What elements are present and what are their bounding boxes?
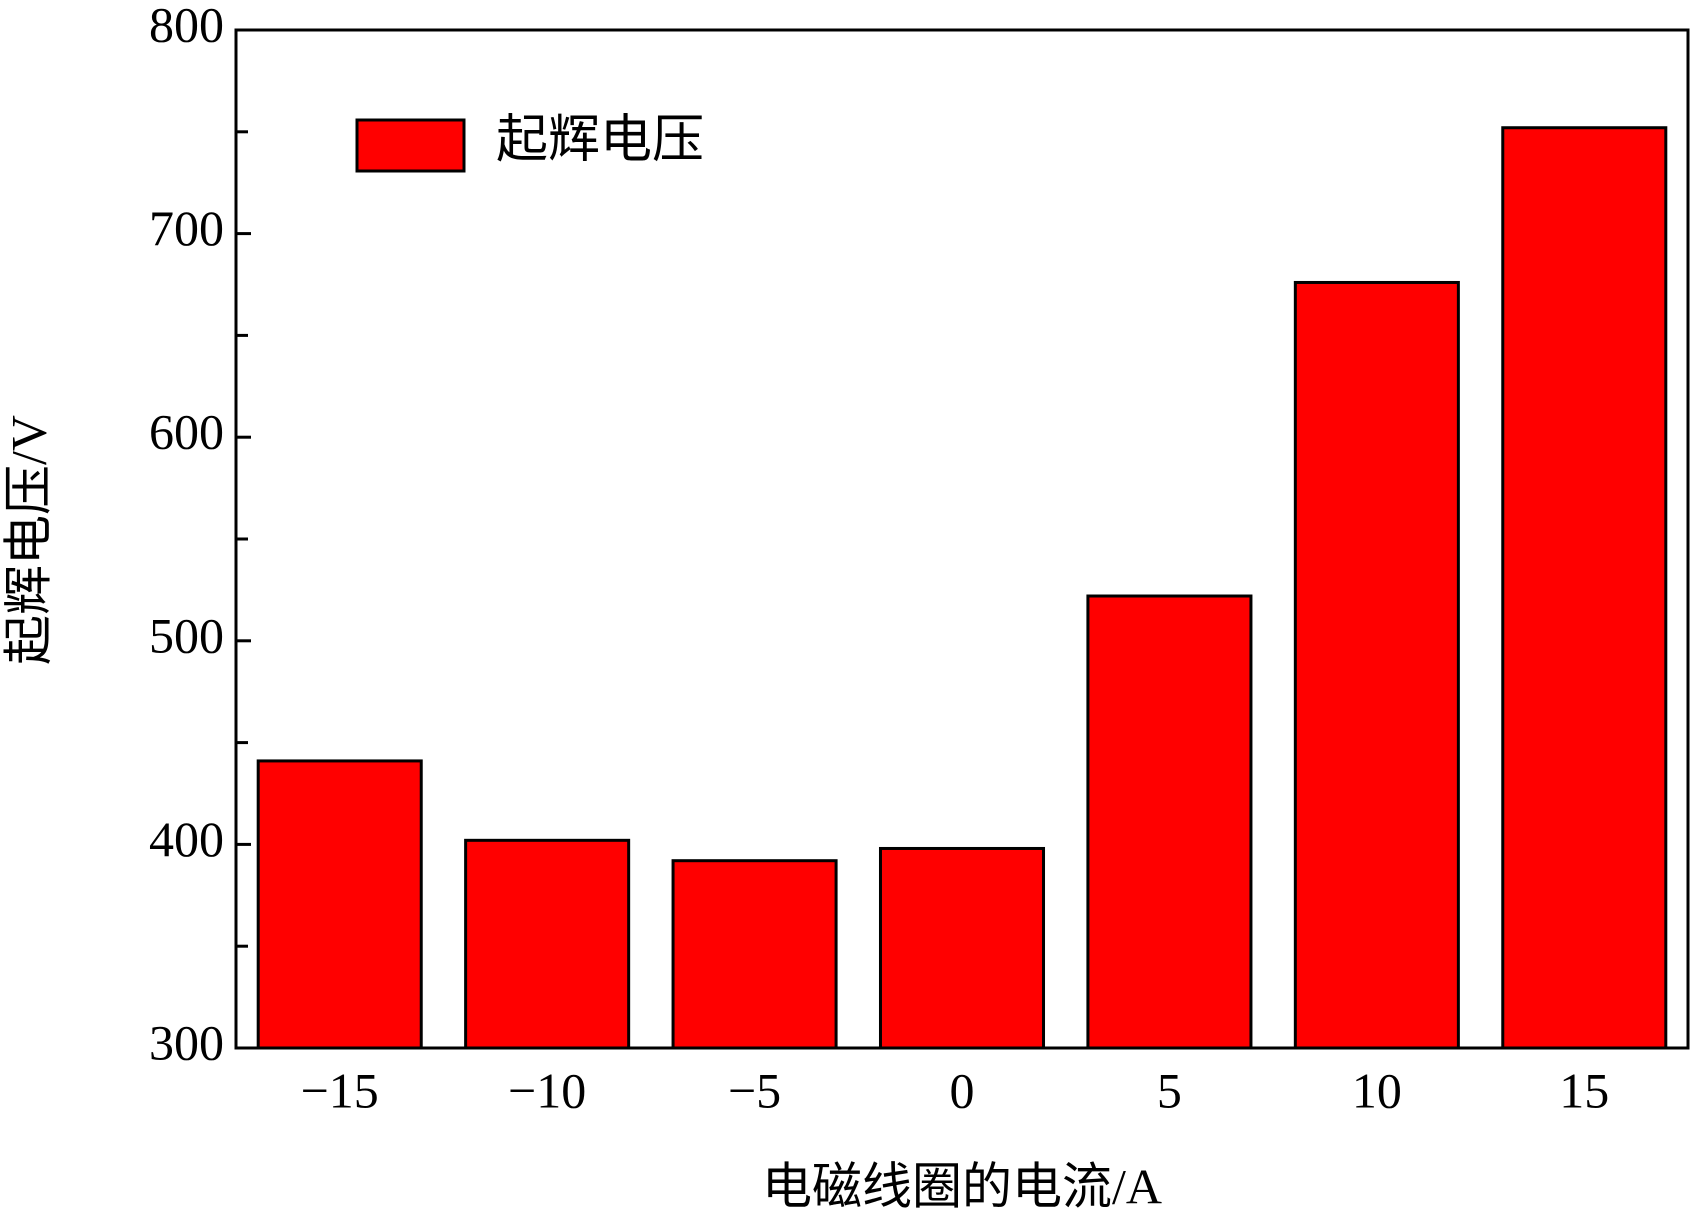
bar <box>878 846 1046 1050</box>
y-tick-label: 500 <box>149 607 224 663</box>
x-tick-label: −10 <box>508 1062 586 1118</box>
x-tick-label: 0 <box>950 1062 975 1118</box>
legend-swatch <box>355 118 466 173</box>
x-axis-label: 电磁线圈的电流/A <box>762 1158 1162 1214</box>
x-tick-label: 10 <box>1352 1062 1402 1118</box>
y-tick-label: 600 <box>149 404 224 460</box>
plot-frame <box>234 28 1690 1050</box>
x-tick-label: 5 <box>1157 1062 1182 1118</box>
bar <box>464 838 631 1050</box>
x-tick-label: −5 <box>728 1062 781 1118</box>
bar <box>1293 280 1460 1050</box>
bar <box>1086 594 1253 1050</box>
y-tick-label: 800 <box>149 0 224 52</box>
y-tick-label: 300 <box>149 1014 224 1070</box>
bar <box>256 759 423 1050</box>
bar <box>1501 126 1668 1050</box>
bar <box>671 859 838 1050</box>
y-tick-label: 400 <box>149 811 224 867</box>
x-tick-label: −15 <box>301 1062 379 1118</box>
x-tick-label: 15 <box>1559 1062 1609 1118</box>
legend-label: 起辉电压 <box>496 112 704 169</box>
y-axis-label: 起辉电压/V <box>0 415 56 665</box>
y-tick-label: 700 <box>149 200 224 256</box>
